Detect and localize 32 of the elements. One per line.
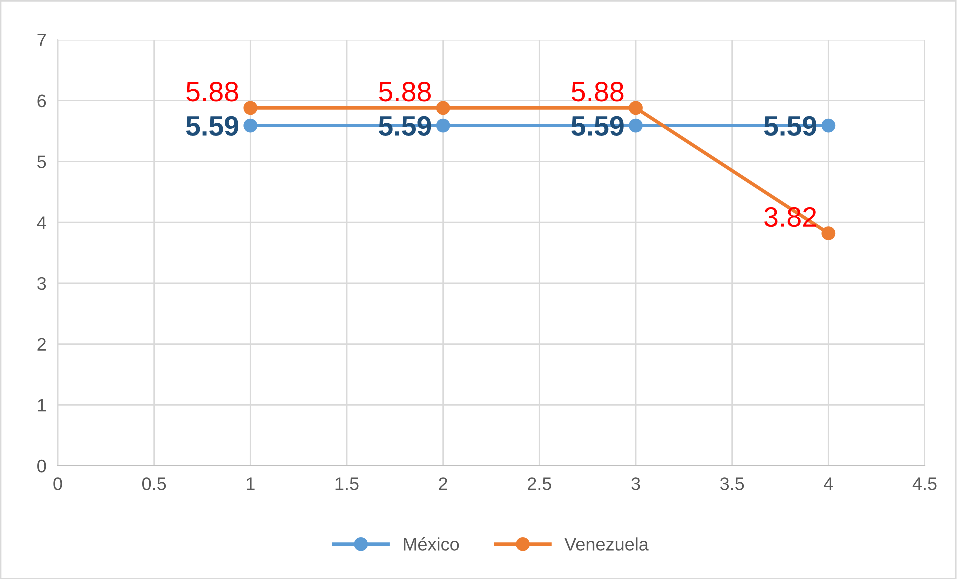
point [244,118,258,133]
y-tick-label: 2 [38,338,46,351]
x-tick-label: 4 [824,478,834,490]
data-label: 5.59 [186,116,239,136]
point [822,118,836,133]
point [244,101,258,116]
point [629,101,643,116]
point [436,101,450,116]
x-tick-label: 4.5 [912,478,937,490]
point [629,118,643,133]
y-tick-label: 1 [38,399,46,412]
x-tick-label: 0 [54,478,62,490]
legend-label: México [404,537,460,551]
data-label: 5.88 [572,82,624,102]
x-tick-label: 3 [632,478,640,490]
legend-label: Venezuela [564,538,649,551]
y-tick-label: 5 [38,156,46,168]
x-tick-label: 0.5 [142,478,166,490]
point [822,226,836,240]
y-tick-label: 7 [38,34,46,47]
y-tick-label: 6 [38,94,46,108]
x-tick-label: 1.5 [336,478,359,490]
x-tick-label: 1 [247,478,255,490]
x-tick-label: 2 [439,478,448,490]
data-label: 5.88 [379,82,432,102]
y-tick-label: 3 [38,277,46,290]
y-tick-label: 4 [37,216,46,230]
y-tick-label: 0 [38,460,46,473]
x-tick-label: 2.5 [528,478,552,490]
point [436,118,450,133]
x-tick-label: 3.5 [720,478,744,490]
data-label: 5.88 [186,82,238,102]
